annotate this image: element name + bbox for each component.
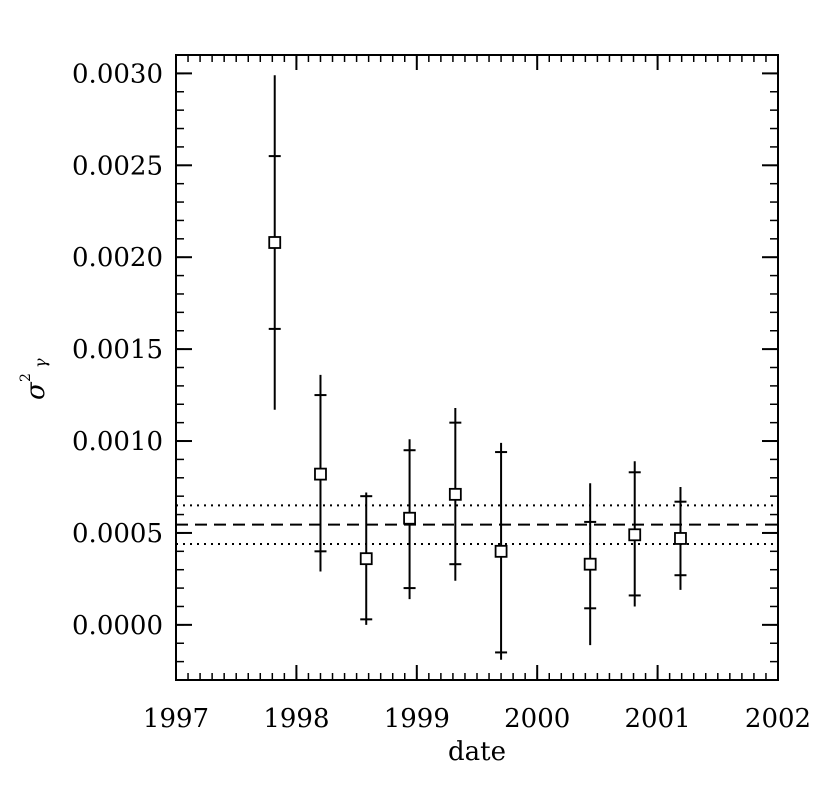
y-axis-title-subscript: γ xyxy=(31,358,50,368)
data-point-marker xyxy=(314,467,327,481)
data-point-marker xyxy=(583,557,597,571)
data-point-marker xyxy=(268,236,282,249)
y-axis-title-superscript: 2 xyxy=(18,373,34,382)
y-tick-label: 0.0015 xyxy=(72,335,163,365)
y-axis-title-main: σ xyxy=(21,381,51,400)
x-tick-label: 2000 xyxy=(504,704,570,734)
x-tick-label: 1999 xyxy=(384,704,450,734)
y-tick-label: 0.0000 xyxy=(72,611,163,641)
data-points xyxy=(268,75,687,660)
x-tick-label: 2001 xyxy=(625,704,691,734)
data-point-marker xyxy=(359,552,373,566)
plot-frame xyxy=(175,54,779,681)
data-point-marker xyxy=(403,511,416,525)
x-tick-label: 2002 xyxy=(745,704,811,734)
data-point-marker xyxy=(448,487,462,501)
minor-ticks xyxy=(175,55,779,680)
y-tick-label: 0.0025 xyxy=(72,151,163,181)
x-axis-title: date xyxy=(448,737,506,767)
reference-lines xyxy=(176,504,778,545)
data-point-marker xyxy=(674,532,687,545)
y-tick-label: 0.0020 xyxy=(72,243,163,273)
y-tick-label: 0.0010 xyxy=(72,427,163,457)
y-tick-labels: 0.0000 0.0005 0.0010 0.0015 0.0020 0.0025 0.00… xyxy=(72,59,163,640)
x-tick-labels: 1997 1998 1999 2000 2001 2002 xyxy=(143,704,811,734)
major-ticks xyxy=(175,55,779,680)
x-tick-label: 1998 xyxy=(263,704,329,734)
y-tick-label: 0.0005 xyxy=(72,519,163,549)
y-axis-title: σ 2 γ xyxy=(18,358,51,400)
x-tick-label: 1997 xyxy=(143,704,209,734)
data-point-marker xyxy=(628,528,642,542)
data-point-marker xyxy=(494,544,508,558)
y-tick-label: 0.0030 xyxy=(72,59,163,89)
